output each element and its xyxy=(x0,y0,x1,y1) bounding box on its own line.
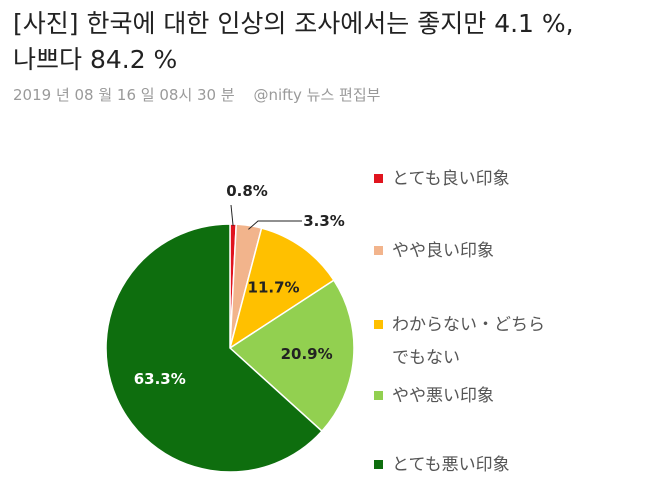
legend-swatch xyxy=(374,174,383,183)
pie-slice xyxy=(228,279,355,433)
headline-line-1: [사진] 한국에 대한 인상의 조사에서는 좋지만 4.1 %, xyxy=(13,9,574,38)
pie-slice xyxy=(105,223,324,473)
leader-line xyxy=(248,220,302,230)
publish-date: 2019 년 08 월 16 일 08시 30 분 xyxy=(13,86,235,104)
data-label: 0.8% xyxy=(226,182,268,200)
source-label: @nifty 뉴스 편집부 xyxy=(253,86,381,104)
legend-swatch xyxy=(374,460,383,469)
legend-label: やや悪い印象 xyxy=(392,386,494,406)
headline-line-2: 나쁘다 84.2 % xyxy=(13,45,178,74)
data-label: 11.7% xyxy=(248,279,300,297)
article-headline: [사진] 한국에 대한 인상의 조사에서는 좋지만 4.1 %, 나쁘다 84.… xyxy=(13,6,643,78)
legend-swatch xyxy=(374,246,383,255)
legend-swatch xyxy=(374,391,383,400)
data-label: 20.9% xyxy=(281,345,333,363)
pie-slice xyxy=(228,227,335,350)
leader-line xyxy=(230,204,234,227)
legend-label: でもない xyxy=(392,348,460,368)
legend-label: わからない・どちら xyxy=(392,315,545,335)
article-meta: 2019 년 08 월 16 일 08시 30 분 @nifty 뉴스 편집부 xyxy=(13,84,394,105)
legend-label: とても悪い印象 xyxy=(392,455,510,475)
legend-swatch xyxy=(374,320,383,329)
data-label: 63.3% xyxy=(134,370,186,388)
legend-label: やや良い印象 xyxy=(392,241,494,261)
data-label: 3.3% xyxy=(303,212,345,230)
legend-label: とても良い印象 xyxy=(392,169,510,189)
